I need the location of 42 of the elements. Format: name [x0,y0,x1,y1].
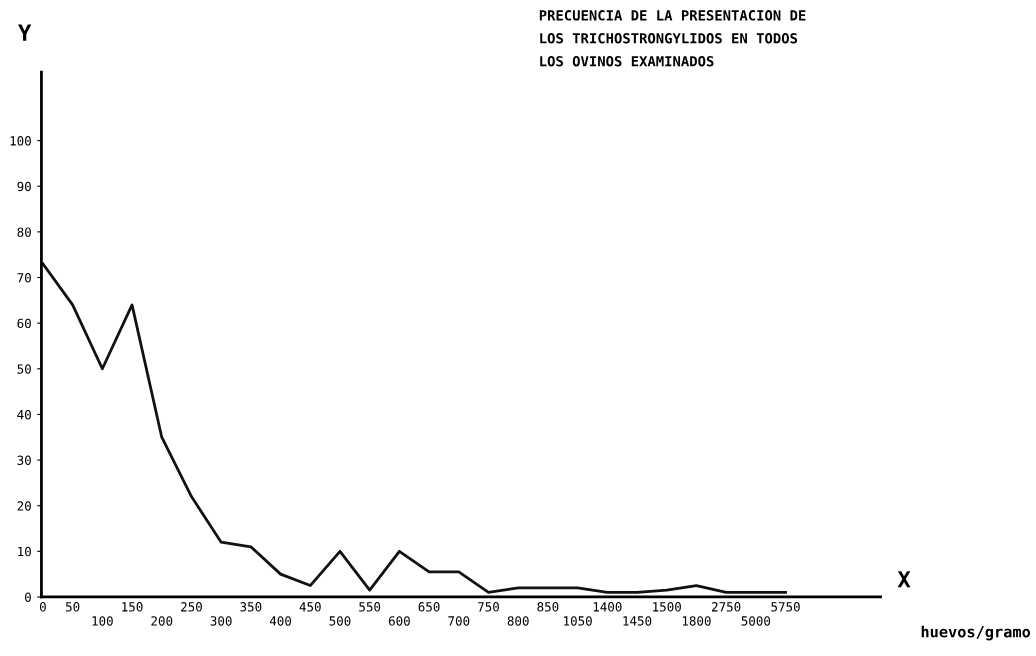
y-tick-label: 0 [25,592,31,602]
y-tick-label: 40 [17,409,31,420]
x-tick-label: 650 [418,602,440,612]
y-tick-label: 70 [17,273,31,283]
x-tick-label: 1050 [564,616,592,626]
x-tick-label: 750 [478,602,499,612]
x-tick-label: 250 [181,602,202,612]
x-tick-label: 1400 [593,602,622,612]
x-tick-label: 1800 [682,616,711,626]
x-tick-label: 0 [39,602,46,612]
y-tick-label: 50 [17,364,31,374]
x-tick-label: 1450 [623,616,652,626]
y-tick-label: 80 [17,227,31,237]
x-tick-label: 50 [65,602,80,612]
x-tick-label: 700 [448,616,470,626]
y-tick-label: 100 [10,136,31,146]
y-tick-label: 20 [17,501,31,511]
line-series [41,262,787,594]
x-tick-label: 5000 [741,616,771,626]
x-tick-label: 600 [388,616,410,626]
x-axis-title: X [897,571,911,588]
x-tick-label: 1500 [653,602,681,612]
y-tick-label: 30 [17,455,31,466]
x-tick-label: 5750 [771,602,800,612]
x-tick-label: 850 [537,602,559,612]
chart-title: PRECUENCIA DE LA PRESENTACION DE LOS TRICHOSTRONGYLIDOS EN TODOS LOS OVINOS EXAMINADOS [539,10,806,67]
x-tick-label: 500 [329,616,351,626]
text: huevos/gramo [921,625,1031,641]
y-tick-label: 10 [18,546,31,557]
x-tick-label: 550 [359,602,381,612]
x-tick-label: 2750 [712,602,741,612]
x-tick-label: 350 [240,602,262,612]
y-tick-label: 90 [17,181,31,192]
x-tick-label: 450 [299,602,321,612]
y-tick-label: 60 [17,318,31,329]
x-tick-label: 200 [151,616,173,626]
x-tick-label: 800 [507,616,529,626]
y-axis-title: Y [18,24,32,41]
x-tick-label: 400 [269,616,292,626]
x-tick-label: 150 [122,602,143,612]
x-tick-label: 100 [92,616,113,626]
x-tick-label: 300 [210,616,232,626]
